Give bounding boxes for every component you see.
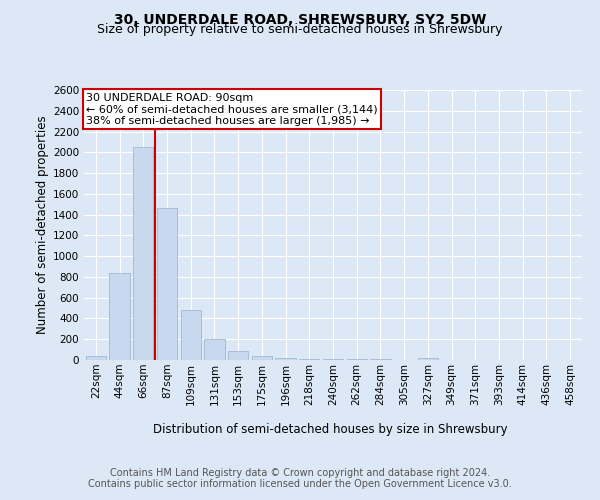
Bar	[323, 359, 343, 360]
Text: Distribution of semi-detached houses by size in Shrewsbury: Distribution of semi-detached houses by …	[152, 422, 508, 436]
Text: 30 UNDERDALE ROAD: 90sqm
← 60% of semi-detached houses are smaller (3,144)
38% o: 30 UNDERDALE ROAD: 90sqm ← 60% of semi-d…	[86, 92, 378, 126]
Bar	[133, 147, 154, 360]
Text: Contains HM Land Registry data © Crown copyright and database right 2024.: Contains HM Land Registry data © Crown c…	[110, 468, 490, 477]
Bar	[418, 358, 438, 360]
Y-axis label: Number of semi-detached properties: Number of semi-detached properties	[36, 116, 49, 334]
Bar	[299, 359, 319, 360]
Bar	[370, 359, 391, 360]
Bar	[347, 359, 367, 360]
Bar	[275, 358, 296, 360]
Text: Size of property relative to semi-detached houses in Shrewsbury: Size of property relative to semi-detach…	[97, 22, 503, 36]
Bar	[228, 350, 248, 360]
Bar	[109, 273, 130, 360]
Text: 30, UNDERDALE ROAD, SHREWSBURY, SY2 5DW: 30, UNDERDALE ROAD, SHREWSBURY, SY2 5DW	[114, 12, 486, 26]
Bar	[252, 356, 272, 360]
Text: Contains public sector information licensed under the Open Government Licence v3: Contains public sector information licen…	[88, 479, 512, 489]
Bar	[181, 310, 201, 360]
Bar	[86, 356, 106, 360]
Bar	[157, 208, 177, 360]
Bar	[205, 339, 224, 360]
